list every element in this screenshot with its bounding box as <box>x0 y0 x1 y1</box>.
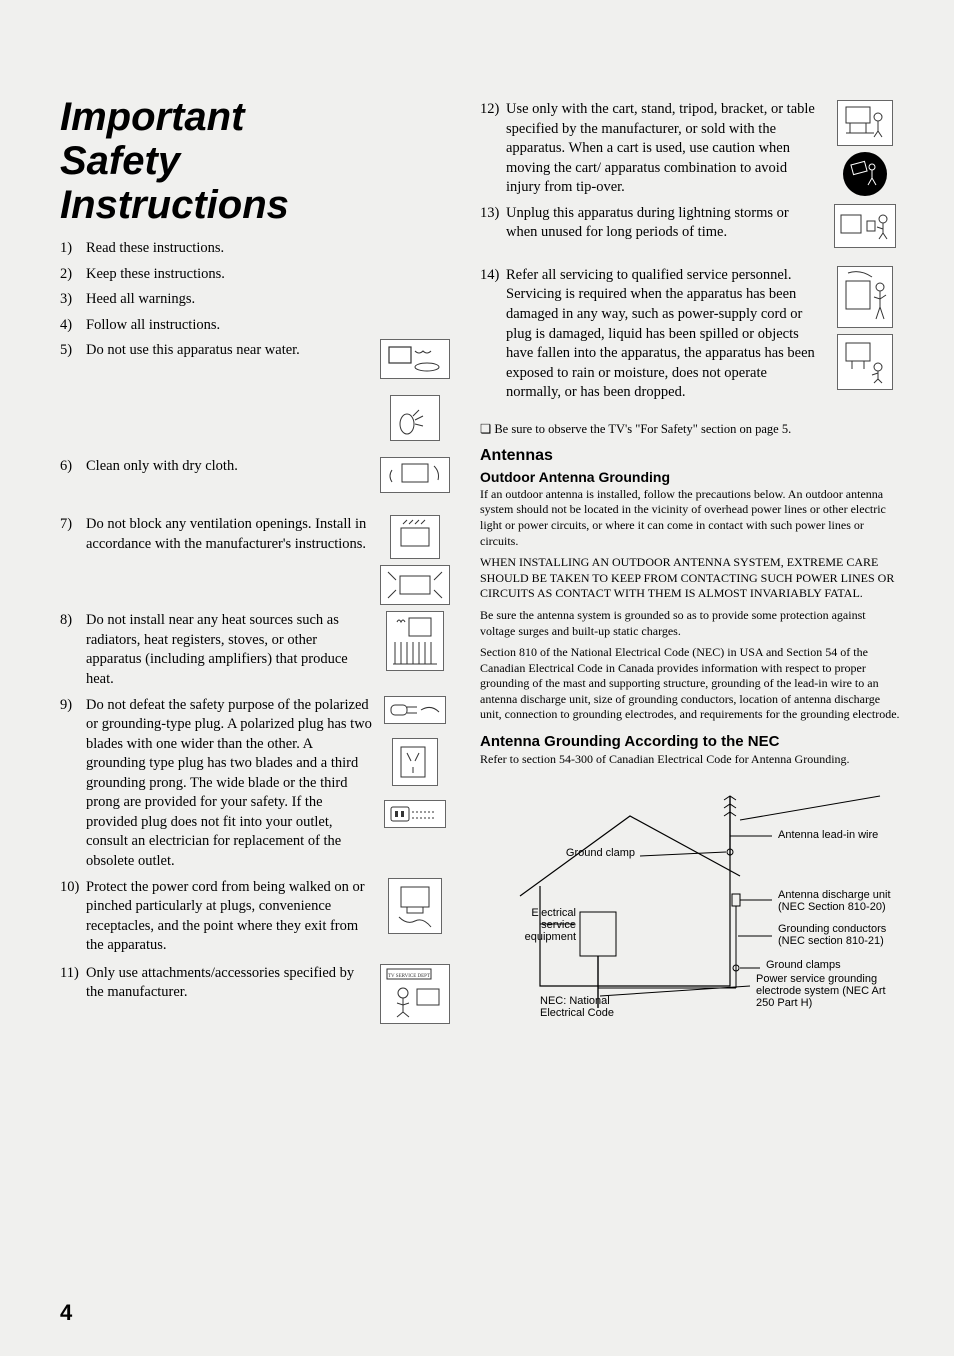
svg-text:Grounding conductors: Grounding conductors <box>778 923 887 935</box>
safety-note: Be sure to observe the TV's "For Safety"… <box>480 421 900 437</box>
instructions-list-right: Use only with the cart, stand, tripod, b… <box>480 100 900 403</box>
outdoor-heading: Outdoor Antenna Grounding <box>480 469 900 485</box>
svg-text:service: service <box>541 919 576 931</box>
page-number: 4 <box>60 1300 72 1326</box>
svg-text:(NEC Section 810-20): (NEC Section 810-20) <box>778 901 886 913</box>
page-title: Important Safety Instructions <box>60 95 450 227</box>
list-item: Do not block any ventilation openings. I… <box>60 515 450 605</box>
svg-text:250 Part H): 250 Part H) <box>756 997 812 1009</box>
plug-icon-2 <box>392 738 438 786</box>
list-item: Do not use this apparatus near water. <box>60 341 450 441</box>
outlet-icon <box>384 800 446 828</box>
list-item: Keep these instructions. <box>60 265 450 285</box>
outdoor-paragraph: WHEN INSTALLING AN OUTDOOR ANTENNA SYSTE… <box>480 555 900 602</box>
tip-over-warning-icon <box>843 152 887 196</box>
cord-protect-icon <box>388 878 442 934</box>
svg-text:Antenna lead-in wire: Antenna lead-in wire <box>778 829 878 841</box>
clean-cloth-icon <box>380 457 450 493</box>
svg-text:equipment: equipment <box>525 931 576 943</box>
svg-text:Ground clamps: Ground clamps <box>766 959 841 971</box>
antennas-heading: Antennas <box>480 447 900 465</box>
svg-text:Electrical: Electrical <box>531 907 576 919</box>
list-item: Heed all warnings. <box>60 290 450 310</box>
list-item: Do not install near any heat sources suc… <box>60 611 450 689</box>
svg-text:Ground clamp: Ground clamp <box>566 847 635 859</box>
list-item: Protect the power cord from being walked… <box>60 878 450 956</box>
list-item: Follow all instructions. <box>60 316 450 336</box>
svg-text:TV SERVICE DEPT: TV SERVICE DEPT <box>388 974 430 979</box>
spray-icon <box>390 395 440 441</box>
svg-text:NEC: National: NEC: National <box>540 995 610 1007</box>
grounding-diagram: Antenna lead-in wire Ground clamp Antenn… <box>480 776 900 1021</box>
water-tv-icon <box>380 339 450 379</box>
list-item: Only use attachments/accessories specifi… <box>60 964 450 1024</box>
svg-text:Antenna discharge unit: Antenna discharge unit <box>778 889 891 901</box>
plug-icon-1 <box>384 696 446 724</box>
heat-source-icon <box>386 611 444 671</box>
ventilation-icon-2 <box>380 565 450 605</box>
list-item: Read these instructions. <box>60 239 450 259</box>
grounding-heading: Antenna Grounding According to the NEC <box>480 733 900 750</box>
list-item: Do not defeat the safety purpose of the … <box>60 696 450 872</box>
unplug-lightning-icon <box>834 204 896 248</box>
list-item: Refer all servicing to qualified service… <box>480 266 900 403</box>
svg-text:(NEC section 810-21): (NEC section 810-21) <box>778 935 884 947</box>
svg-text:Electrical Code: Electrical Code <box>540 1007 614 1016</box>
servicing-icon-1 <box>837 266 893 328</box>
outdoor-paragraph: Be sure the antenna system is grounded s… <box>480 608 900 639</box>
grounding-paragraph: Refer to section 54-300 of Canadian Elec… <box>480 752 900 768</box>
cart-tv-icon <box>837 100 893 146</box>
servicing-icon-2 <box>837 334 893 390</box>
svg-text:Power service grounding: Power service grounding <box>756 973 877 985</box>
service-dept-icon: TV SERVICE DEPT <box>380 964 450 1024</box>
list-item: Clean only with dry cloth. <box>60 457 450 493</box>
list-item: Use only with the cart, stand, tripod, b… <box>480 100 900 198</box>
list-item: Unplug this apparatus during lightning s… <box>480 204 900 248</box>
outdoor-paragraph: Section 810 of the National Electrical C… <box>480 645 900 723</box>
svg-text:electrode system (NEC Art: electrode system (NEC Art <box>756 985 886 997</box>
instructions-list-left: Read these instructions. Keep these inst… <box>60 239 450 1024</box>
outdoor-paragraph: If an outdoor antenna is installed, foll… <box>480 487 900 549</box>
ventilation-icon-1 <box>390 515 440 559</box>
